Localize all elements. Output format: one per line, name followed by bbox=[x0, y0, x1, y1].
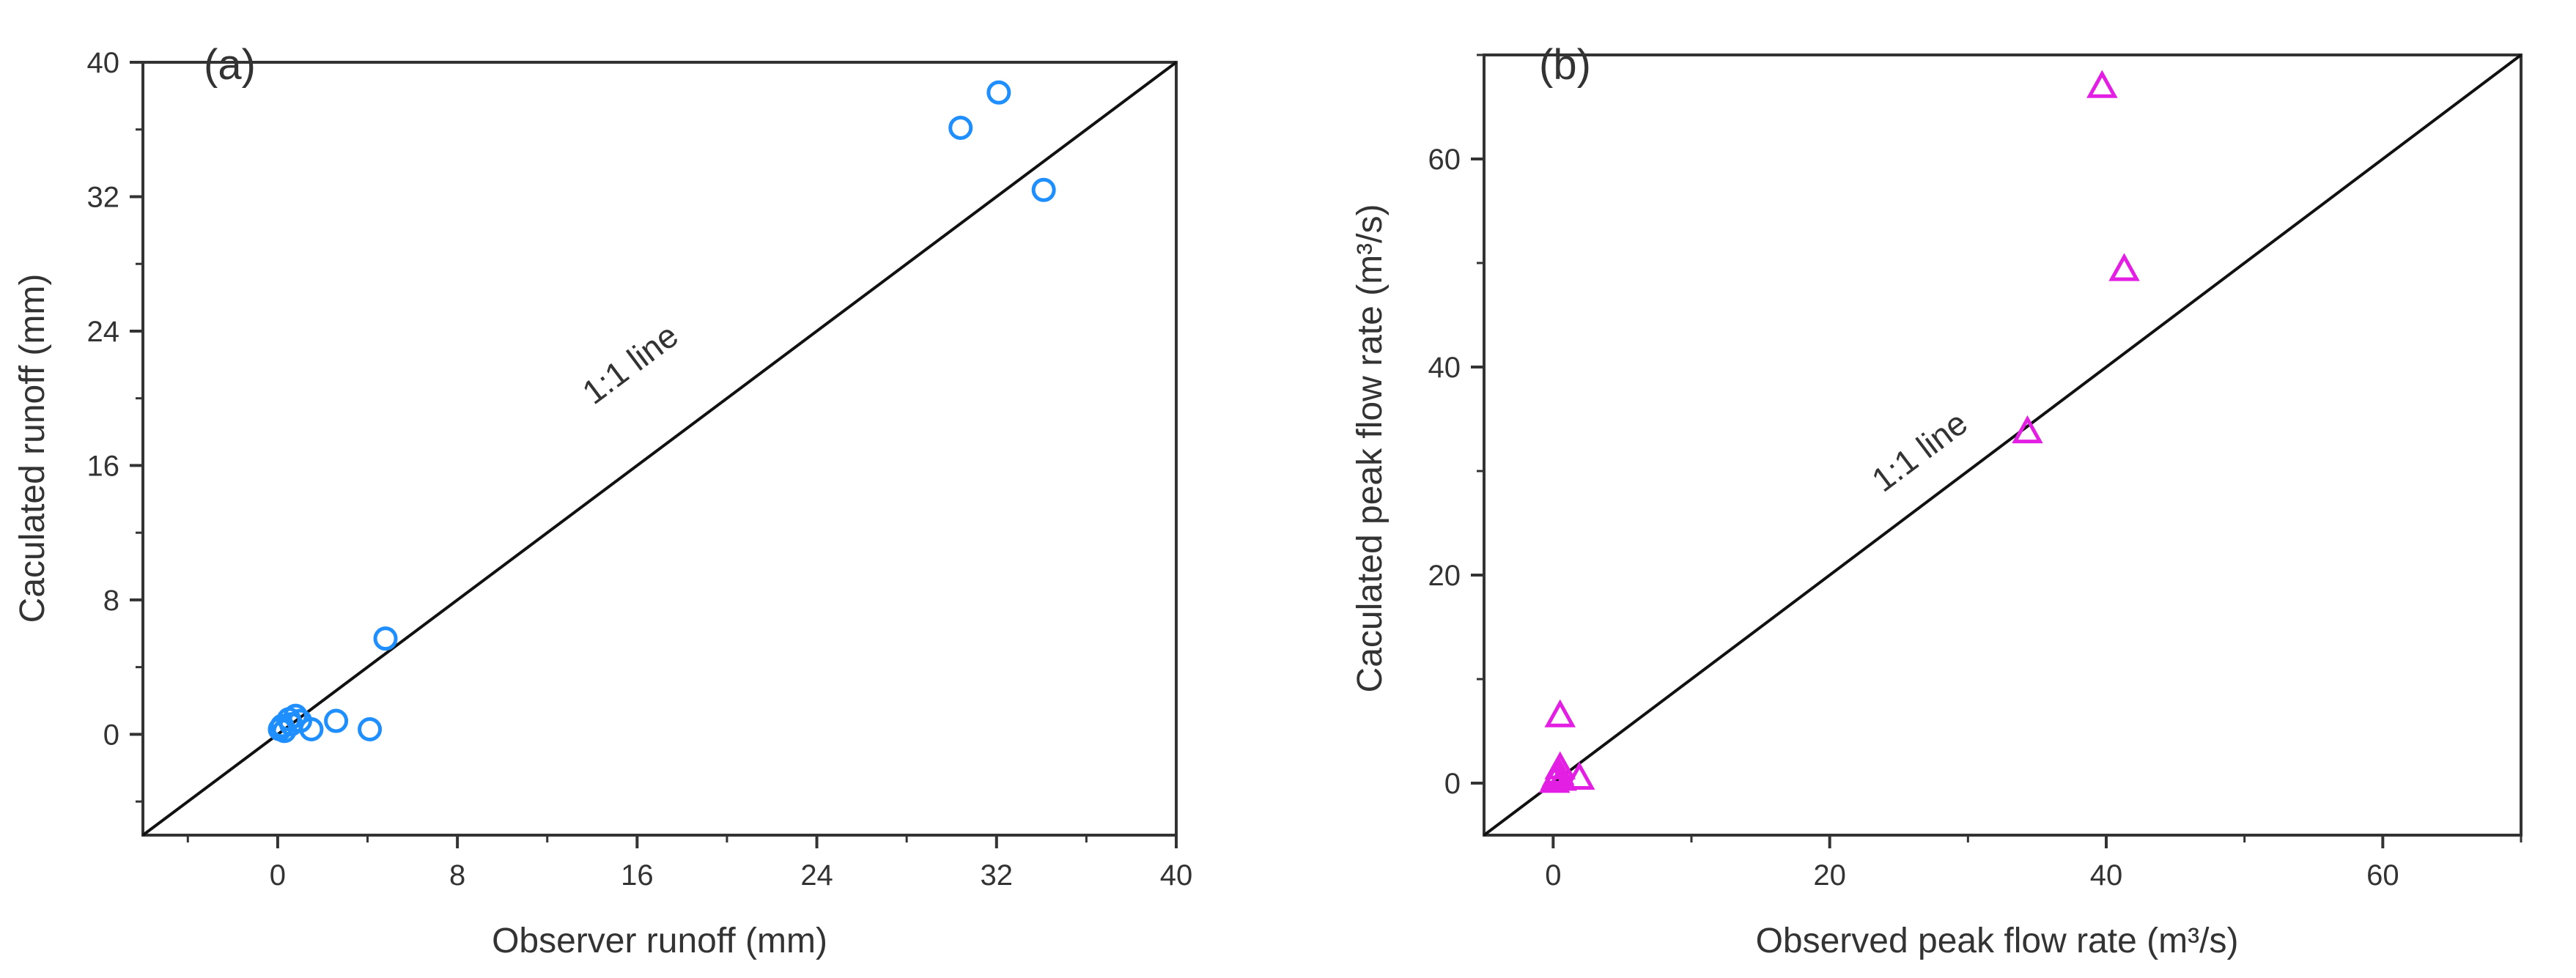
panel-b-ticks: 0 20 40 60 0 20 40 60 bbox=[1428, 53, 2523, 892]
panel-b-plot-frame bbox=[1483, 53, 2523, 837]
panel-b-panel-label: (b) bbox=[1539, 41, 1591, 89]
panel-a-y-tick-label: 0 bbox=[103, 719, 119, 751]
panel-a-data-point bbox=[1031, 177, 1056, 202]
panel-b-data-point bbox=[2108, 253, 2140, 281]
panel-b-x-tick-label: 40 bbox=[2090, 859, 2123, 892]
panel-a-y-axis-title: Caculated runoff (mm) bbox=[13, 274, 52, 623]
panel-a-y-tick-label: 16 bbox=[87, 450, 120, 482]
panel-a-ticks: 0 8 16 24 32 40 0 8 16 24 32 40 bbox=[87, 47, 1193, 892]
panel-a-y-tick-label: 32 bbox=[87, 181, 120, 213]
panel-a-one-to-one-line bbox=[141, 61, 1178, 837]
panel-b-x-axis-title: Observed peak flow rate (m³/s) bbox=[1756, 922, 2239, 960]
panel-b-y-tick-label: 20 bbox=[1428, 560, 1461, 592]
panel-a-data-point bbox=[948, 115, 973, 140]
panel-a-x-tick-label: 16 bbox=[621, 859, 654, 892]
panel-a-x-tick-label: 40 bbox=[1160, 859, 1193, 892]
panel-a-data-point bbox=[299, 717, 324, 742]
panel-a-x-tick-label: 24 bbox=[800, 859, 833, 892]
panel-b-y-axis-title: Caculated peak flow rate (m³/s) bbox=[1351, 204, 1390, 693]
panel-b-reference-line: 1:1 line bbox=[1483, 53, 2523, 837]
panel-a-x-tick-label: 8 bbox=[449, 859, 465, 892]
panel-a-data-point bbox=[373, 626, 398, 651]
panel-a-plot-frame bbox=[141, 61, 1178, 837]
panel-a-one-to-one-label: 1:1 line bbox=[575, 316, 685, 412]
panel-b-data-point bbox=[2012, 415, 2043, 444]
panel-b-x-tick-label: 0 bbox=[1545, 859, 1561, 892]
panel-b-points bbox=[1538, 70, 2140, 793]
panel-b-chart: 0 20 40 60 0 20 40 60 1:1 line (b) Observed pea… bbox=[1351, 41, 2523, 960]
panel-b-one-to-one-label: 1:1 line bbox=[1864, 404, 1974, 500]
panel-b-one-to-one-line bbox=[1483, 53, 2523, 837]
panel-a-y-tick-label: 8 bbox=[103, 585, 119, 617]
panel-b-data-point bbox=[1544, 751, 1576, 779]
panel-b-y-tick-label: 0 bbox=[1444, 768, 1461, 800]
panel-a-panel-label: (a) bbox=[204, 41, 256, 89]
panel-a-x-tick-label: 32 bbox=[981, 859, 1014, 892]
panel-b-y-tick-label: 60 bbox=[1428, 144, 1461, 176]
panel-a-data-point bbox=[358, 717, 383, 742]
panel-a-chart: 0 8 16 24 32 40 0 8 16 24 32 40 1:1 line (a) Observ… bbox=[13, 41, 1192, 960]
panel-a-y-tick-label: 24 bbox=[87, 316, 120, 348]
panel-a-data-point bbox=[324, 708, 349, 733]
panel-a-y-tick-label: 40 bbox=[87, 47, 120, 79]
panel-b-data-point bbox=[2086, 70, 2118, 98]
panel-b-y-tick-label: 40 bbox=[1428, 352, 1461, 384]
panel-b-data-point bbox=[1546, 763, 1577, 791]
panel-a-points bbox=[267, 80, 1056, 744]
panel-b-data-point bbox=[1544, 699, 1576, 727]
panel-a-x-axis-title: Observer runoff (mm) bbox=[492, 922, 827, 960]
panel-a-data-point bbox=[986, 80, 1011, 105]
panel-b-x-tick-label: 20 bbox=[1813, 859, 1846, 892]
panel-b-data-point bbox=[1563, 761, 1595, 790]
panel-b-x-tick-label: 60 bbox=[2366, 859, 2399, 892]
panel-a-x-tick-label: 0 bbox=[270, 859, 286, 892]
panel-a-data-point bbox=[283, 703, 308, 728]
